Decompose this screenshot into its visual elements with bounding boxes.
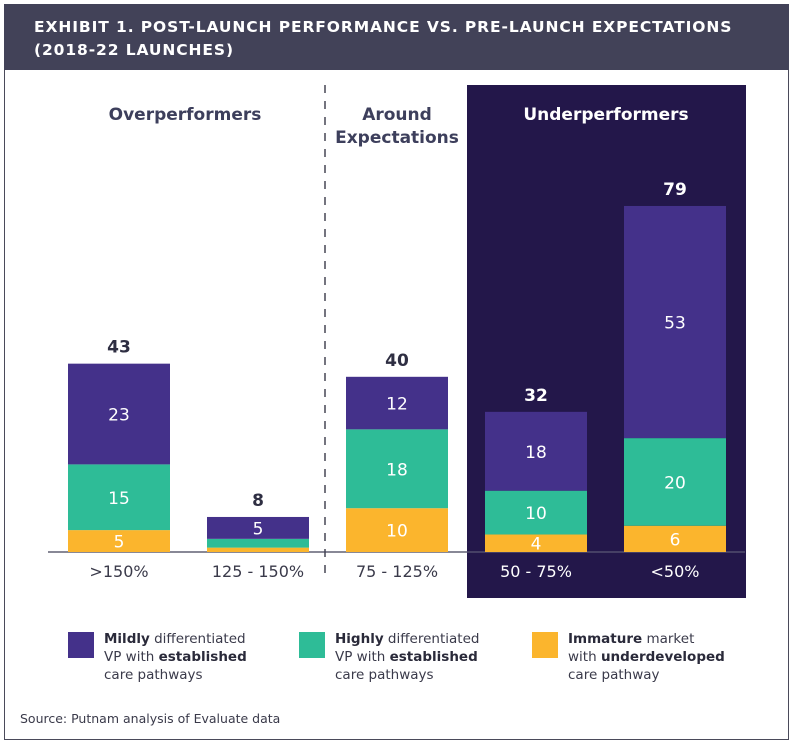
bar-segment-highly: [346, 429, 448, 509]
legend-bold: underdeveloped: [600, 649, 725, 665]
segment-value-label: 53: [664, 314, 686, 334]
bar-segment-immature: [624, 525, 726, 552]
legend-swatch-highly: [299, 632, 325, 658]
category-label: 75 - 125%: [356, 562, 438, 581]
legend-text-part: care pathways: [335, 667, 434, 683]
segment-value-label: 23: [108, 406, 130, 426]
legend-text-part: with: [568, 649, 601, 665]
legend-text-part: differentiated: [383, 631, 480, 647]
legend-item-highly: Highly differentiated VP with establishe…: [299, 630, 479, 684]
bar-segment-highly: [485, 490, 587, 535]
bar-segment-mildly: [485, 411, 587, 491]
legend-text-part: VP with: [104, 649, 159, 665]
legend-text: Immature market with underdeveloped care…: [568, 630, 725, 684]
category-label: 125 - 150%: [212, 562, 304, 581]
category-label: >150%: [89, 562, 148, 581]
bar-total-label: 40: [385, 351, 409, 371]
segment-value-label: 10: [525, 504, 547, 524]
segment-value-label: 15: [108, 489, 130, 509]
legend-text-part: differentiated: [149, 631, 246, 647]
segment-value-label: 5: [114, 533, 125, 553]
bar-segment-highly: [68, 464, 170, 531]
legend-bold: established: [389, 649, 478, 665]
legend-text: Highly differentiated VP with establishe…: [335, 630, 479, 684]
legend-text: Mildly differentiated VP with establishe…: [104, 630, 247, 684]
bar-segment-highly: [624, 438, 726, 526]
legend-text-part: VP with: [335, 649, 390, 665]
bar-segment-immature: [68, 530, 170, 552]
bar-total-label: 8: [252, 491, 264, 511]
legend-text-part: care pathways: [104, 667, 203, 683]
legend-text-part: care pathway: [568, 667, 660, 683]
legend-text-part: market: [642, 631, 695, 647]
bar-segment-immature: [346, 508, 448, 552]
bar-segment-mildly: [68, 363, 170, 465]
group-title-around-expectations: Expectations: [335, 128, 459, 148]
bar-total-label: 43: [107, 338, 131, 358]
legend-item-immature: Immature market with underdeveloped care…: [532, 630, 725, 684]
category-label: <50%: [651, 562, 700, 581]
category-label: 50 - 75%: [500, 562, 572, 581]
group-title-overperformers: Overperformers: [109, 105, 262, 125]
source-note: Source: Putnam analysis of Evaluate data: [20, 711, 281, 726]
segment-value-label: 6: [670, 530, 681, 550]
group-title-underperformers: Underperformers: [523, 105, 688, 125]
group-title-around-expectations: Around: [362, 105, 432, 125]
bar-segment-highly: [207, 538, 309, 548]
segment-value-label: 12: [386, 395, 408, 415]
segment-value-label: 4: [531, 535, 542, 555]
segment-value-label: 18: [525, 443, 547, 463]
bar-total-label: 79: [663, 180, 687, 200]
exhibit-title-line-1: EXHIBIT 1. POST-LAUNCH PERFORMANCE VS. P…: [34, 18, 733, 36]
segment-value-label: 10: [386, 522, 408, 542]
bar-segment-mildly: [207, 516, 309, 539]
legend-bold: Highly: [335, 631, 384, 647]
bar-total-label: 32: [524, 386, 548, 406]
segment-value-label: 18: [386, 460, 408, 480]
legend-bold: established: [158, 649, 247, 665]
legend-swatch-mildly: [68, 632, 94, 658]
segment-value-label: 5: [253, 519, 264, 539]
exhibit-header: EXHIBIT 1. POST-LAUNCH PERFORMANCE VS. P…: [4, 4, 789, 70]
legend-item-mildly: Mildly differentiated VP with establishe…: [68, 630, 247, 684]
legend-swatch-immature: [532, 632, 558, 658]
bar-segment-immature: [207, 547, 309, 552]
bar-segment-mildly: [624, 205, 726, 439]
segment-value-label: 20: [664, 473, 686, 493]
legend-bold: Mildly: [104, 631, 150, 647]
legend-bold: Immature: [568, 631, 643, 647]
exhibit-title-line-2: (2018-22 LAUNCHES): [34, 41, 234, 59]
bar-segment-immature: [485, 534, 587, 552]
bar-segment-mildly: [346, 376, 448, 430]
